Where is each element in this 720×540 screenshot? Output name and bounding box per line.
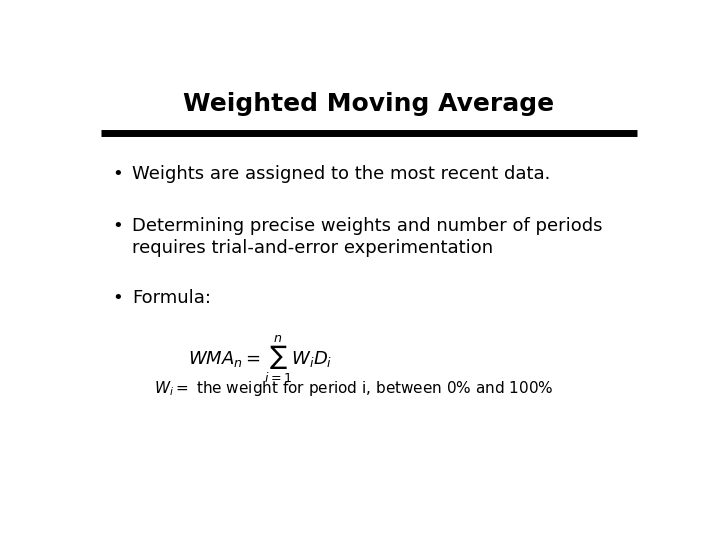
Text: •: • xyxy=(112,217,123,234)
Text: Determining precise weights and number of periods
requires trial-and-error exper: Determining precise weights and number o… xyxy=(132,217,603,256)
Text: Formula:: Formula: xyxy=(132,289,211,307)
Text: $W_i =$ the weight for period i, between 0% and 100%: $W_i =$ the weight for period i, between… xyxy=(154,379,554,398)
Text: •: • xyxy=(112,289,123,307)
Text: Weighted Moving Average: Weighted Moving Average xyxy=(184,92,554,116)
Text: $WMA_n = \sum_{i=1}^{n} W_i D_i$: $WMA_n = \sum_{i=1}^{n} W_i D_i$ xyxy=(188,333,332,384)
Text: Weights are assigned to the most recent data.: Weights are assigned to the most recent … xyxy=(132,165,550,183)
Text: •: • xyxy=(112,165,123,183)
